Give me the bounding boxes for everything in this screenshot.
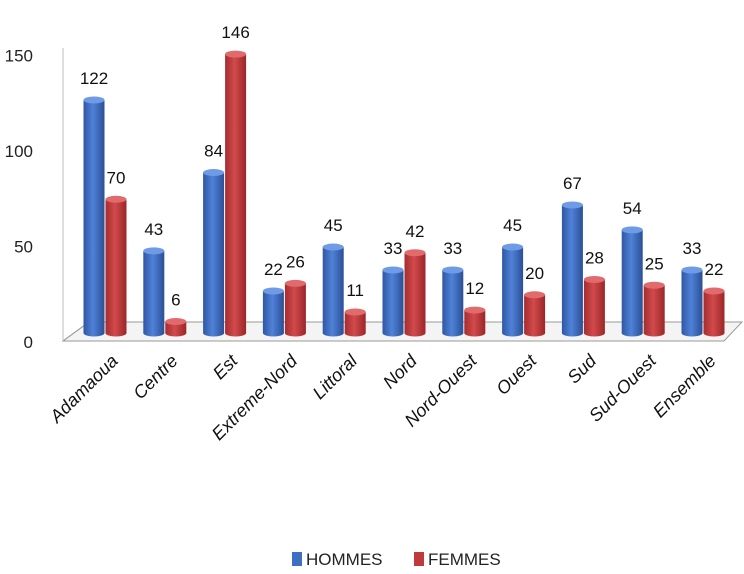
data-label: 33 (443, 239, 462, 258)
bar-hommes (562, 202, 583, 337)
data-label: 20 (525, 264, 544, 283)
bar-femmes (106, 196, 127, 337)
data-label: 11 (346, 281, 364, 300)
data-label: 26 (286, 252, 305, 271)
y-tick-label: 150 (5, 47, 33, 66)
bar-hommes (502, 244, 523, 337)
bar-femmes (405, 249, 426, 336)
data-label: 12 (465, 279, 484, 298)
bar-hommes (203, 169, 224, 336)
data-label: 42 (406, 222, 425, 241)
bar-femmes (644, 282, 665, 337)
data-label: 6 (171, 291, 180, 310)
bar-femmes (345, 308, 366, 336)
y-tick-label: 50 (14, 238, 33, 257)
bar-femmes (524, 291, 545, 336)
data-label: 146 (221, 23, 249, 42)
bar-femmes (584, 276, 605, 336)
x-tick-label: Adamaoua (45, 351, 121, 427)
data-label: 22 (264, 260, 283, 279)
data-label: 54 (623, 199, 642, 218)
bar-hommes (323, 244, 344, 337)
bar-femmes (704, 287, 725, 336)
legend: HOMMES FEMMES (292, 550, 501, 569)
x-tick-label: Est (209, 350, 242, 383)
legend-label-hommes: HOMMES (306, 550, 383, 569)
x-tick-label: Ouest (492, 350, 541, 399)
legend-label-femmes: FEMMES (428, 550, 501, 569)
legend-swatch-hommes (292, 552, 302, 566)
bar-hommes (383, 266, 404, 336)
y-axis: 0 50 100 150 (5, 47, 63, 353)
data-label: 45 (324, 216, 343, 235)
data-label: 45 (503, 216, 522, 235)
bar-femmes (165, 318, 186, 336)
data-label: 33 (384, 239, 403, 258)
data-label: 67 (563, 174, 582, 193)
y-tick-label: 100 (5, 142, 33, 161)
legend-swatch-femmes (414, 552, 424, 566)
bar-hommes (682, 266, 703, 336)
bar-hommes (143, 247, 164, 336)
x-tick-label: Littoral (309, 350, 362, 403)
data-label: 70 (107, 168, 126, 187)
data-label: 22 (705, 260, 724, 279)
bar-hommes (263, 287, 284, 336)
x-tick-label: Centre (129, 351, 181, 403)
x-tick-label: Ensemble (649, 351, 720, 422)
bar-femmes (464, 307, 485, 337)
data-label: 43 (144, 220, 163, 239)
data-label: 33 (683, 239, 702, 258)
x-tick-label: Nord (379, 350, 421, 392)
data-label: 28 (585, 249, 604, 268)
y-tick-label: 0 (24, 333, 33, 352)
data-label: 84 (204, 142, 223, 161)
bar-hommes (622, 226, 643, 336)
bar-femmes (225, 51, 246, 337)
x-tick-label: Sud (563, 350, 600, 387)
data-label: 25 (645, 254, 664, 273)
data-label: 122 (80, 69, 108, 88)
bar-femmes (285, 280, 306, 337)
bar-hommes (442, 266, 463, 336)
bar-hommes (84, 96, 105, 336)
